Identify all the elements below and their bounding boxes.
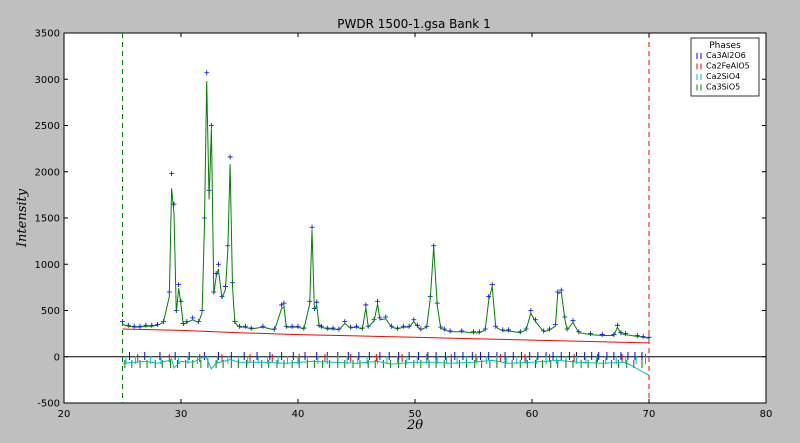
observed-point (143, 322, 149, 328)
y-tick-label: -500 (37, 399, 60, 410)
y-tick-label: 2500 (35, 121, 60, 132)
observed-point (204, 70, 210, 76)
observed-point (227, 154, 233, 160)
y-tick-label: 3500 (35, 29, 60, 40)
x-tick-label: 30 (175, 409, 188, 420)
observed-point (489, 282, 495, 288)
observed-point (289, 323, 295, 329)
observed-point (459, 328, 465, 334)
observed-point (131, 323, 137, 329)
difference-line (122, 356, 650, 376)
observed-point (260, 323, 266, 329)
observed-point (171, 201, 177, 207)
observed-point (389, 323, 395, 329)
observed-point (237, 323, 242, 329)
observed-point (623, 331, 629, 337)
x-tick-label: 20 (58, 409, 71, 420)
observed-point (336, 326, 342, 332)
y-axis-label: Intensity (15, 188, 30, 248)
legend-entry-label: Ca2FeAlO5 (706, 62, 750, 71)
x-tick-label: 40 (292, 409, 305, 420)
x-axis-label: 2θ (406, 418, 423, 433)
observed-point (169, 171, 175, 177)
observed-point (149, 322, 155, 328)
legend-title: Phases (709, 41, 741, 51)
calculated-line (122, 81, 650, 339)
legend-box (690, 37, 760, 97)
observed-point (309, 224, 315, 230)
observed-point (375, 298, 381, 304)
observed-point (330, 325, 336, 331)
legend-entry-label: Ca3Al2O6 (706, 51, 746, 60)
plot-area[interactable] (63, 32, 767, 404)
observed-point (295, 323, 301, 329)
observed-point (400, 323, 406, 329)
x-tick-label: 70 (643, 409, 656, 420)
observed-point (208, 123, 214, 128)
y-tick-label: 500 (41, 306, 60, 317)
observed-point (640, 333, 646, 339)
observed-point (528, 308, 534, 313)
observed-point (137, 323, 143, 329)
observed-point (354, 323, 359, 329)
observed-point (406, 323, 412, 329)
axes-layer: 20 30 40 50 60 70 80 -500 0 500 1000 1500 2000 2500 30… (35, 29, 773, 421)
observed-point (363, 302, 369, 308)
observed-point (471, 329, 476, 335)
background-line (122, 328, 650, 344)
observed-point (634, 332, 640, 338)
observed-point (588, 331, 593, 337)
legend-entry-label: Ca3SiO5 (706, 83, 740, 92)
x-tick-label: 80 (760, 409, 773, 420)
observed-point (213, 271, 219, 276)
observed-point (242, 323, 248, 329)
y-tick-label: 1000 (35, 260, 60, 271)
observed-point (646, 334, 652, 340)
x-tick-label: 60 (526, 409, 539, 420)
observed-point (314, 299, 320, 305)
observed-point (176, 282, 182, 288)
observed-point (506, 327, 512, 333)
data-layer (64, 33, 766, 403)
plot-background (63, 32, 767, 404)
chart-title: PWDR 1500-1.gsa Bank 1 (337, 17, 490, 31)
observed-point (281, 300, 287, 306)
y-tick-label: 2000 (35, 167, 60, 178)
observed-point (599, 332, 605, 338)
legend-entry-label: Ca2SiO4 (706, 72, 740, 81)
observed-point (215, 261, 221, 267)
y-tick-label: 3000 (35, 75, 60, 86)
x-tick-label: 50 (409, 409, 422, 420)
y-tick-label: 0 (54, 352, 60, 363)
y-tick-label: 1500 (35, 214, 60, 225)
